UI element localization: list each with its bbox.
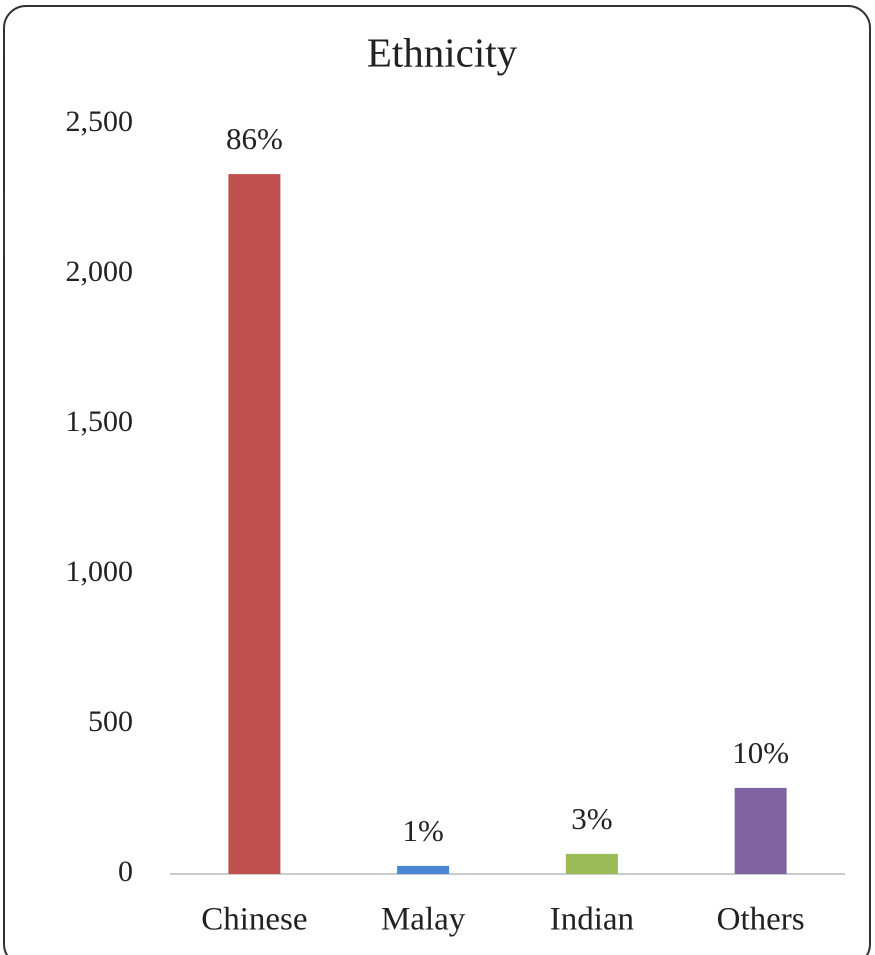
x-tick-label: Chinese: [201, 902, 307, 938]
data-label: 86%: [226, 121, 283, 156]
data-label: 10%: [732, 735, 789, 770]
y-tick-label: 2,000: [66, 255, 134, 288]
bar: [565, 853, 618, 874]
y-tick-label: 0: [118, 855, 133, 888]
y-tick-label: 2,500: [66, 105, 134, 138]
data-label: 3%: [571, 801, 612, 836]
x-tick-label: Others: [717, 902, 805, 938]
x-tick-label: Indian: [550, 902, 634, 938]
chart-frame: [3, 5, 871, 955]
y-tick-label: 500: [88, 705, 133, 738]
bar: [734, 787, 787, 874]
bar: [228, 174, 281, 875]
x-tick-label: Malay: [381, 902, 466, 938]
chart-title: Ethnicity: [367, 29, 518, 75]
bar: [397, 865, 450, 874]
y-tick-label: 1,000: [66, 555, 134, 588]
data-label: 1%: [402, 813, 443, 848]
y-tick-label: 1,500: [66, 405, 134, 438]
